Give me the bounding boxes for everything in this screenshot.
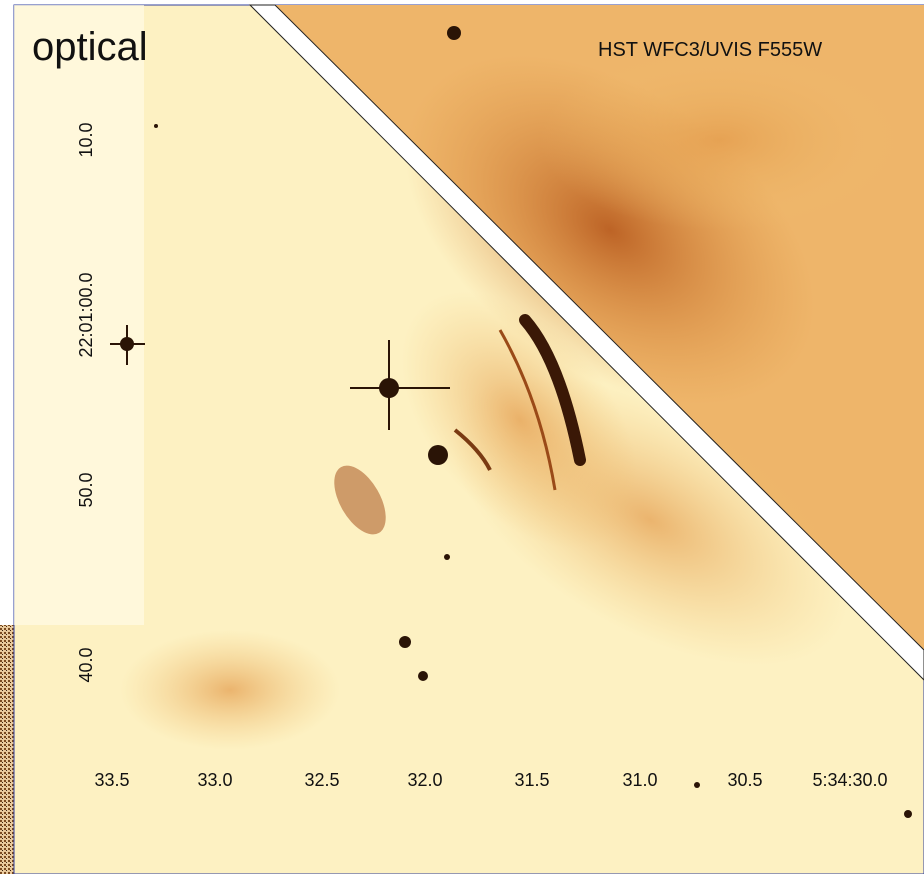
axis-label: 5:34:30.0 <box>812 770 887 790</box>
panel-label: optical <box>32 25 148 69</box>
axis-label: 31.5 <box>514 770 549 790</box>
axis-label: 22:01:00.0 <box>76 272 96 357</box>
axis-label: 32.0 <box>407 770 442 790</box>
axis-label: 33.0 <box>197 770 232 790</box>
adjacent-panel-strip <box>0 625 16 874</box>
x-axis-labels: 33.5 33.0 32.5 32.0 31.5 31.0 30.5 5:34:30.0 <box>94 770 887 790</box>
axis-label: 30.5 <box>727 770 762 790</box>
y-axis-labels: 10.0 22:01:00.0 50.0 40.0 <box>76 122 96 682</box>
instrument-label: HST WFC3/UVIS F555W <box>598 39 822 61</box>
axis-label: 32.5 <box>304 770 339 790</box>
axis-label: 10.0 <box>76 122 96 157</box>
axis-label: 50.0 <box>76 472 96 507</box>
sky-image <box>13 4 924 874</box>
axis-label: 31.0 <box>622 770 657 790</box>
axis-label: 40.0 <box>76 647 96 682</box>
axis-label: 33.5 <box>94 770 129 790</box>
